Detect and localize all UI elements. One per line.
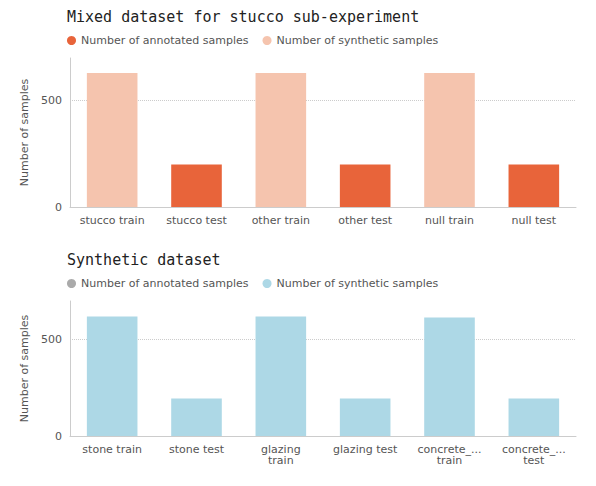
svg-text:stone train: stone train: [82, 443, 142, 456]
svg-text:500: 500: [41, 333, 62, 346]
svg-text:null test: null test: [511, 214, 556, 227]
svg-text:stucco train: stucco train: [80, 214, 145, 227]
svg-text:stucco test: stucco test: [166, 214, 227, 227]
svg-text:Number of annotated samples: Number of annotated samples: [81, 34, 249, 47]
svg-text:Number of synthetic samples: Number of synthetic samples: [277, 34, 439, 47]
svg-text:concrete_...: concrete_...: [501, 443, 566, 456]
svg-text:concrete_...: concrete_...: [417, 443, 482, 456]
svg-text:Number of synthetic samples: Number of synthetic samples: [277, 277, 439, 290]
svg-text:glazing: glazing: [261, 443, 301, 456]
svg-text:stone test: stone test: [169, 443, 225, 456]
svg-text:null train: null train: [425, 214, 474, 227]
svg-text:Number of annotated samples: Number of annotated samples: [81, 277, 249, 290]
svg-text:other train: other train: [252, 214, 310, 227]
svg-text:Number of samples: Number of samples: [18, 78, 31, 186]
svg-text:0: 0: [55, 201, 62, 214]
svg-text:glazing test: glazing test: [333, 443, 398, 456]
svg-text:500: 500: [41, 94, 62, 107]
svg-text:Mixed dataset for stucco sub-e: Mixed dataset for stucco sub-experiment: [67, 8, 419, 26]
svg-text:0: 0: [55, 430, 62, 443]
svg-text:test: test: [523, 454, 545, 467]
svg-text:train: train: [268, 454, 294, 467]
svg-text:Number of samples: Number of samples: [18, 314, 31, 422]
svg-text:other test: other test: [338, 214, 393, 227]
svg-text:Synthetic dataset: Synthetic dataset: [67, 251, 221, 269]
svg-text:train: train: [437, 454, 463, 467]
